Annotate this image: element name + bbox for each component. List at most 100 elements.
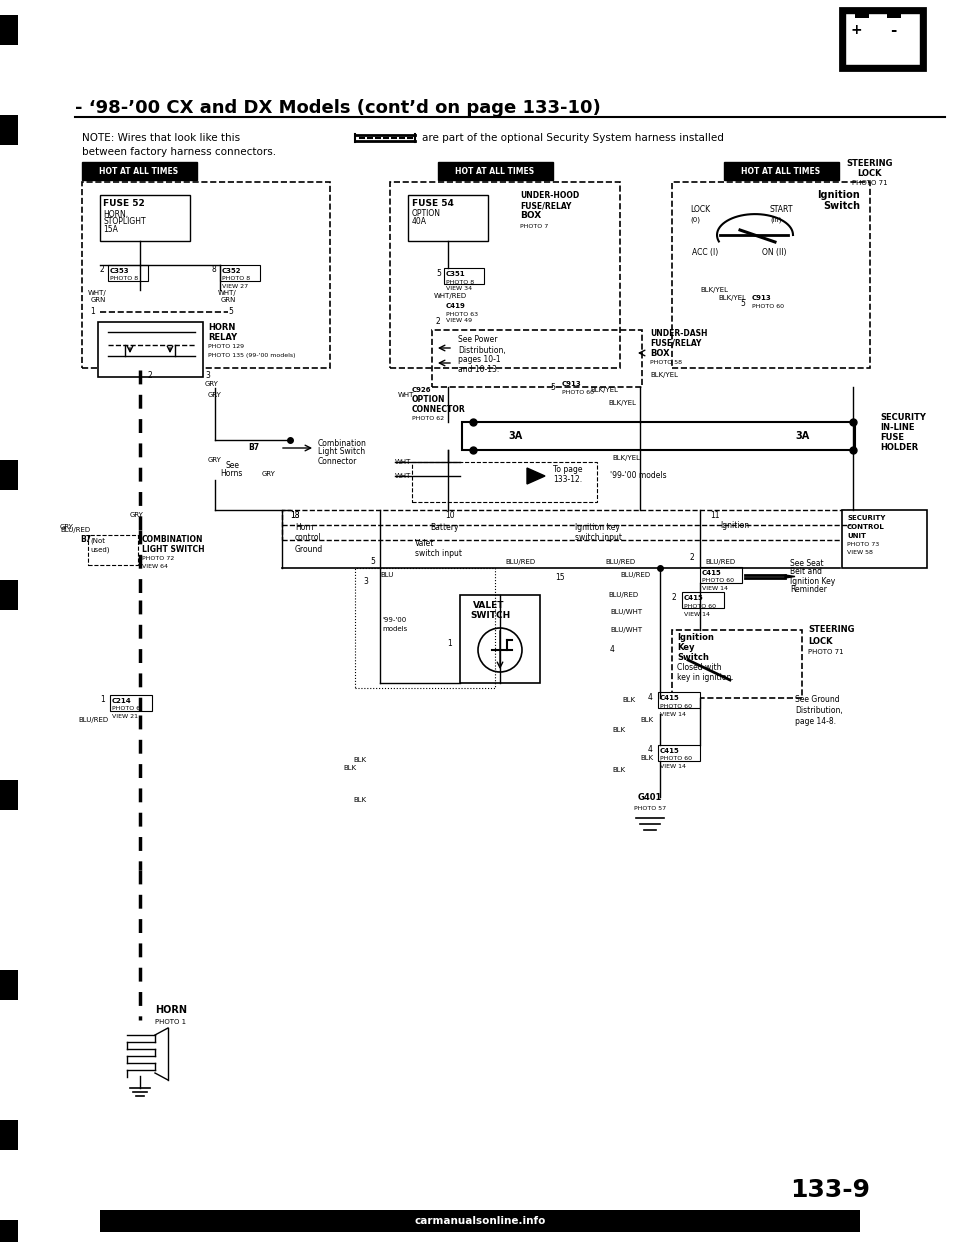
- Text: Ignition: Ignition: [720, 520, 749, 529]
- Text: BLK: BLK: [640, 717, 653, 723]
- Bar: [220, 265, 260, 281]
- Bar: [700, 568, 742, 582]
- Text: Switch: Switch: [823, 201, 860, 211]
- Polygon shape: [785, 575, 795, 578]
- Text: HOT AT ALL TIMES: HOT AT ALL TIMES: [741, 166, 821, 175]
- Text: B7: B7: [248, 443, 259, 452]
- Text: WHT: WHT: [398, 392, 415, 397]
- Text: PHOTO 7: PHOTO 7: [520, 224, 548, 229]
- Text: PHOTO 72: PHOTO 72: [142, 555, 175, 560]
- Text: LIGHT SWITCH: LIGHT SWITCH: [142, 544, 204, 554]
- Text: Valet: Valet: [415, 539, 434, 548]
- Text: BOX: BOX: [650, 349, 670, 358]
- Text: BLK/YEL: BLK/YEL: [650, 373, 678, 378]
- Bar: [462, 422, 855, 450]
- Text: Distribution,: Distribution,: [795, 707, 843, 715]
- Text: BLK/YEL: BLK/YEL: [590, 388, 618, 392]
- Bar: [82, 161, 197, 180]
- Text: PHOTO 60: PHOTO 60: [752, 304, 784, 309]
- Text: Ignition: Ignition: [677, 633, 714, 642]
- Text: Ground: Ground: [295, 545, 324, 554]
- Text: PHOTO 6: PHOTO 6: [112, 707, 140, 712]
- Text: (0): (0): [690, 217, 700, 224]
- Text: 15A: 15A: [103, 226, 118, 235]
- Text: FUSE 54: FUSE 54: [412, 199, 454, 207]
- Text: 5: 5: [228, 308, 233, 317]
- Bar: [0, 116, 18, 145]
- Text: switch input: switch input: [575, 533, 622, 542]
- Text: RELAY: RELAY: [208, 333, 237, 342]
- Text: key in ignition.: key in ignition.: [677, 673, 733, 683]
- Text: GRY: GRY: [60, 524, 74, 530]
- Text: PHOTO 1: PHOTO 1: [155, 1018, 186, 1025]
- Text: BLU/WHT: BLU/WHT: [610, 609, 642, 615]
- Text: UNDER-HOOD: UNDER-HOOD: [520, 191, 579, 200]
- Text: PHOTO 57: PHOTO 57: [634, 806, 666, 811]
- Text: 2: 2: [436, 317, 441, 325]
- Text: are part of the optional Security System harness installed: are part of the optional Security System…: [422, 133, 724, 143]
- Text: VIEW 21: VIEW 21: [112, 714, 138, 719]
- Text: 3A: 3A: [508, 431, 522, 441]
- Text: GRY: GRY: [262, 471, 276, 477]
- Text: PHOTO 129: PHOTO 129: [208, 344, 244, 349]
- Text: Reminder: Reminder: [790, 585, 827, 595]
- Text: PHOTO 71: PHOTO 71: [808, 650, 844, 655]
- Bar: [282, 510, 850, 540]
- Text: PHOTO 62: PHOTO 62: [412, 416, 444, 421]
- Text: 1: 1: [90, 308, 95, 317]
- Text: 18: 18: [290, 510, 300, 519]
- Text: PHOTO 60: PHOTO 60: [660, 756, 692, 761]
- Text: SWITCH: SWITCH: [470, 611, 511, 621]
- Text: See Ground: See Ground: [795, 696, 840, 704]
- Text: CONNECTOR: CONNECTOR: [412, 405, 466, 415]
- Text: BLK: BLK: [612, 727, 625, 733]
- Bar: [110, 696, 152, 710]
- Bar: [682, 592, 724, 609]
- Text: Ignition: Ignition: [817, 190, 860, 200]
- Text: HORN,: HORN,: [103, 210, 128, 219]
- Bar: [658, 745, 700, 761]
- Text: VIEW 34: VIEW 34: [446, 287, 472, 292]
- Text: 4: 4: [610, 646, 614, 655]
- Bar: [0, 1120, 18, 1150]
- Text: Horn: Horn: [295, 523, 313, 533]
- Text: BLU: BLU: [380, 573, 394, 578]
- Text: HOT AT ALL TIMES: HOT AT ALL TIMES: [455, 166, 535, 175]
- Text: FUSE/RELAY: FUSE/RELAY: [520, 201, 571, 210]
- Text: STEERING: STEERING: [808, 626, 854, 635]
- Text: C351: C351: [446, 271, 466, 277]
- Text: 2: 2: [148, 370, 153, 380]
- Text: 2: 2: [672, 592, 677, 601]
- Text: Ignition key: Ignition key: [575, 523, 620, 532]
- Text: LOCK: LOCK: [808, 636, 832, 646]
- Bar: [0, 780, 18, 810]
- Text: PHOTO 8: PHOTO 8: [446, 279, 474, 284]
- Text: LOCK: LOCK: [690, 205, 710, 215]
- Text: 5: 5: [370, 558, 374, 566]
- Text: See Power: See Power: [458, 335, 497, 344]
- Bar: [444, 268, 484, 284]
- Text: FUSE/RELAY: FUSE/RELAY: [650, 339, 702, 348]
- Bar: [100, 195, 190, 241]
- Text: WHT/: WHT/: [88, 289, 107, 296]
- Text: 10: 10: [445, 510, 455, 519]
- Text: BLK: BLK: [612, 768, 625, 773]
- Bar: [412, 462, 597, 502]
- Text: and 10-13.: and 10-13.: [458, 365, 499, 375]
- Text: C352: C352: [222, 268, 242, 274]
- Text: VALET: VALET: [473, 600, 505, 610]
- Text: FUSE 52: FUSE 52: [103, 199, 145, 207]
- Bar: [0, 15, 18, 45]
- Text: See Seat: See Seat: [790, 559, 824, 568]
- Text: VIEW 58: VIEW 58: [847, 550, 873, 555]
- Text: ON (II): ON (II): [762, 247, 786, 257]
- Text: Connector: Connector: [318, 457, 357, 466]
- Text: BLK: BLK: [353, 758, 367, 763]
- Text: GRY: GRY: [208, 392, 222, 397]
- Text: NOTE: Wires that look like this: NOTE: Wires that look like this: [82, 133, 240, 143]
- Text: BLK/YEL: BLK/YEL: [718, 296, 746, 301]
- Text: VIEW 27: VIEW 27: [222, 283, 248, 288]
- Text: BLU/RED: BLU/RED: [78, 717, 108, 723]
- Text: BLU/RED: BLU/RED: [505, 559, 535, 565]
- Text: GRY: GRY: [130, 512, 144, 518]
